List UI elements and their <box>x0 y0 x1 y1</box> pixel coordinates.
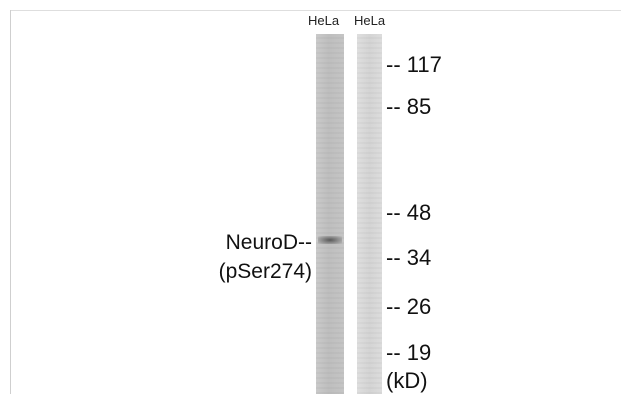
marker-19: -- 19 <box>386 340 432 365</box>
marker-85: -- 85 <box>386 94 432 119</box>
lane-texture <box>357 34 382 394</box>
protein-band <box>318 236 342 244</box>
lane-label-2: HeLa <box>354 13 386 28</box>
marker-48: -- 48 <box>386 200 432 225</box>
protein-label-site: (pSer274) <box>218 260 312 283</box>
protein-label-name: NeuroD-- <box>225 231 312 254</box>
frame-top-border <box>10 10 621 11</box>
marker-117: -- 117 <box>386 52 442 77</box>
lane-texture <box>316 34 344 394</box>
lane-label-1: HeLa <box>308 13 340 28</box>
blot-lane-2 <box>357 34 382 394</box>
unit-label: (kD) <box>386 368 428 393</box>
frame-left-border <box>10 10 11 394</box>
blot-lane-1 <box>316 34 344 394</box>
marker-26: -- 26 <box>386 294 432 319</box>
marker-34: -- 34 <box>386 245 432 270</box>
